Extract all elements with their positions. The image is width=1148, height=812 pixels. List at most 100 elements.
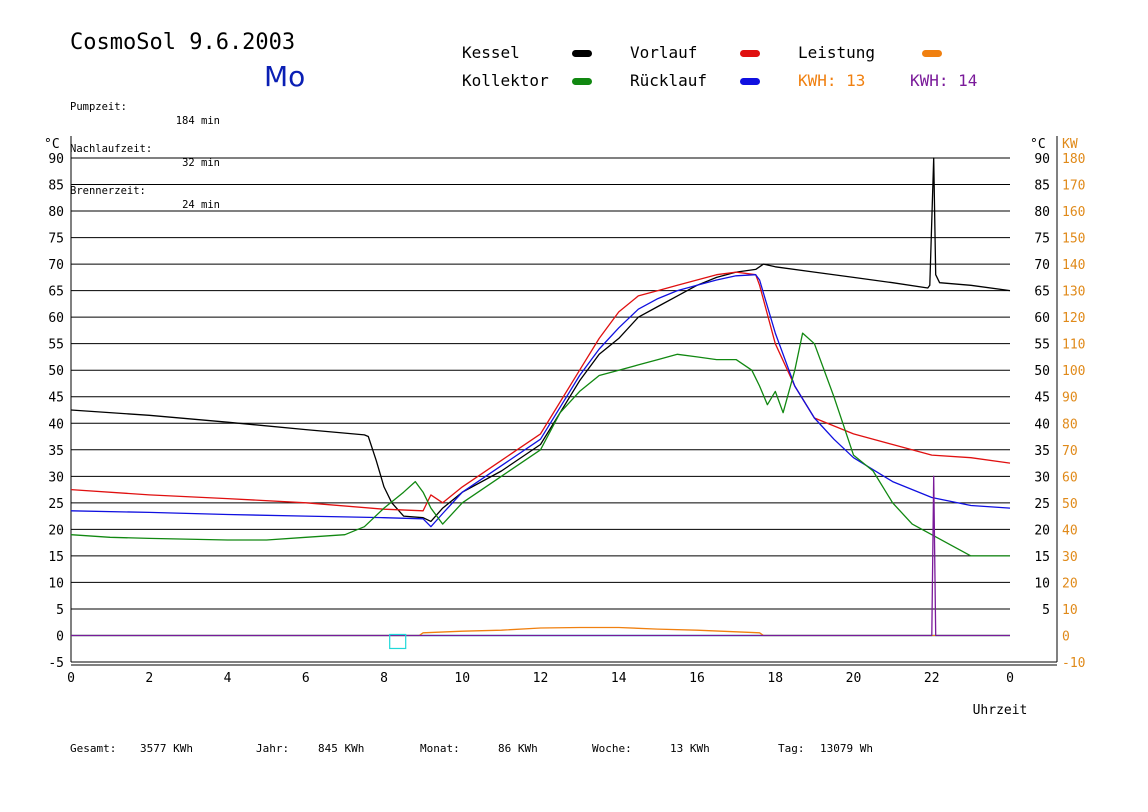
series-line-vorlauf [70,271,1011,512]
stat-value: 32 min [182,157,220,169]
y-tick-label-right: 70 [1034,258,1050,273]
y-tick-label-kw: 180 [1062,152,1085,167]
y-tick-label-kw: 60 [1062,470,1078,485]
y-tick-label-kw: 140 [1062,258,1085,273]
y-tick-label-right: 15 [1034,550,1050,565]
y-tick-label-kw: 50 [1062,497,1078,512]
legend-kessel-swatch [572,50,592,57]
stat-nachlaufzeit: Nachlaufzeit: 32 min [70,128,220,169]
y-tick-label-left: 70 [48,258,64,273]
y-tick-label-right: 60 [1034,311,1050,326]
y-tick-label-kw: 30 [1062,550,1078,565]
y-tick-label-left: 85 [48,179,64,194]
y-tick-label-kw: 0 [1062,629,1070,644]
y-axis-right-power-unit: KW [1062,137,1078,152]
y-tick-label-right: 65 [1034,285,1050,300]
stat-label: Nachlaufzeit: [70,143,153,155]
y-tick-label-right: 85 [1034,179,1050,194]
x-tick-label: 20 [846,671,862,686]
footer-jahr-value: 845 KWh [318,742,365,755]
footer-tag-value: 13079 Wh [820,742,873,755]
legend-kwh-orange: KWH: 13 [798,71,866,90]
stats-block: Pumpzeit: 184 min Nachlaufzeit: 32 min B… [70,58,220,211]
y-tick-label-kw: 100 [1062,364,1085,379]
footer-jahr-label: Jahr: [256,742,290,755]
y-tick-label-right: 40 [1034,417,1050,432]
y-tick-label-kw: 150 [1062,232,1085,247]
y-tick-label-kw: 130 [1062,285,1085,300]
y-tick-label-left: 20 [48,523,64,538]
y-tick-label-left: 10 [48,576,64,591]
y-tick-label-right: 35 [1034,444,1050,459]
stat-brennerzeit: Brennerzeit: 24 min [70,170,220,211]
legend-kollektor-label: Kollektor [462,71,549,90]
legend-kessel-label: Kessel [462,43,520,62]
legend-leistung-label: Leistung [798,43,876,62]
y-tick-label-left: -5 [48,656,64,671]
y-tick-label-kw: 170 [1062,179,1085,194]
footer-gesamt-value: 3577 KWh [140,742,193,755]
y-tick-label-right: 10 [1034,576,1050,591]
y-tick-label-kw: 70 [1062,444,1078,459]
footer-tag-label: Tag: [778,742,805,755]
y-tick-label-kw: 40 [1062,523,1078,538]
legend-ruecklauf-swatch [740,78,760,85]
y-tick-label-left: 80 [48,205,64,220]
y-tick-label-left: 15 [48,550,64,565]
footer-monat-value: 86 KWh [498,742,538,755]
x-tick-label: 8 [380,671,388,686]
y-tick-label-right: 5 [1042,603,1050,618]
x-tick-label: 10 [454,671,470,686]
y-tick-label-left: 90 [48,152,64,167]
y-tick-label-right: 90 [1034,152,1050,167]
footer-monat-label: Monat: [420,742,460,755]
x-tick-label: 14 [611,671,627,686]
y-tick-label-kw: 20 [1062,576,1078,591]
stat-label: Brennerzeit: [70,185,146,197]
weekday-label: Mo [264,60,306,93]
y-tick-label-left: 75 [48,232,64,247]
y-tick-label-left: 30 [48,470,64,485]
x-tick-label: 18 [767,671,783,686]
y-tick-label-right: 25 [1034,497,1050,512]
y-tick-label-kw: -10 [1062,656,1085,671]
y-tick-label-left: 55 [48,338,64,353]
y-tick-label-left: 0 [56,629,64,644]
y-tick-label-left: 50 [48,364,64,379]
x-tick-label: 22 [924,671,940,686]
y-tick-label-left: 60 [48,311,64,326]
footer-gesamt-label: Gesamt: [70,742,117,755]
y-tick-label-right: 45 [1034,391,1050,406]
y-tick-label-right: 75 [1034,232,1050,247]
x-tick-label: 12 [533,671,549,686]
y-tick-label-left: 40 [48,417,64,432]
stat-value: 24 min [182,199,220,211]
legend-leistung-swatch [922,50,942,57]
y-tick-label-left: 35 [48,444,64,459]
footer-woche-label: Woche: [592,742,632,755]
x-tick-label: 0 [1006,671,1014,686]
stat-label: Pumpzeit: [70,101,127,113]
series-line-leistung-spitze- [71,475,1010,637]
y-tick-label-left: 5 [56,603,64,618]
y-tick-label-kw: 90 [1062,391,1078,406]
series-line-leistung [71,626,1010,637]
series-line-kessel [70,157,1011,523]
x-tick-label: 6 [302,671,310,686]
x-tick-label: 4 [224,671,232,686]
legend-vorlauf-label: Vorlauf [630,43,698,62]
x-tick-label: 16 [689,671,705,686]
y-tick-label-kw: 80 [1062,417,1078,432]
y-tick-label-left: 45 [48,391,64,406]
legend-kollektor-swatch [572,78,592,85]
y-tick-label-right: 80 [1034,205,1050,220]
y-tick-label-right: 30 [1034,470,1050,485]
y-tick-label-kw: 160 [1062,205,1085,220]
y-axis-left-unit: °C [44,137,60,152]
x-axis-label: Uhrzeit [973,703,1028,718]
y-tick-label-kw: 120 [1062,311,1085,326]
legend-ruecklauf-label: Rücklauf [630,71,708,90]
y-tick-label-left: 65 [48,285,64,300]
page-title: CosmoSol 9.6.2003 [70,30,296,55]
